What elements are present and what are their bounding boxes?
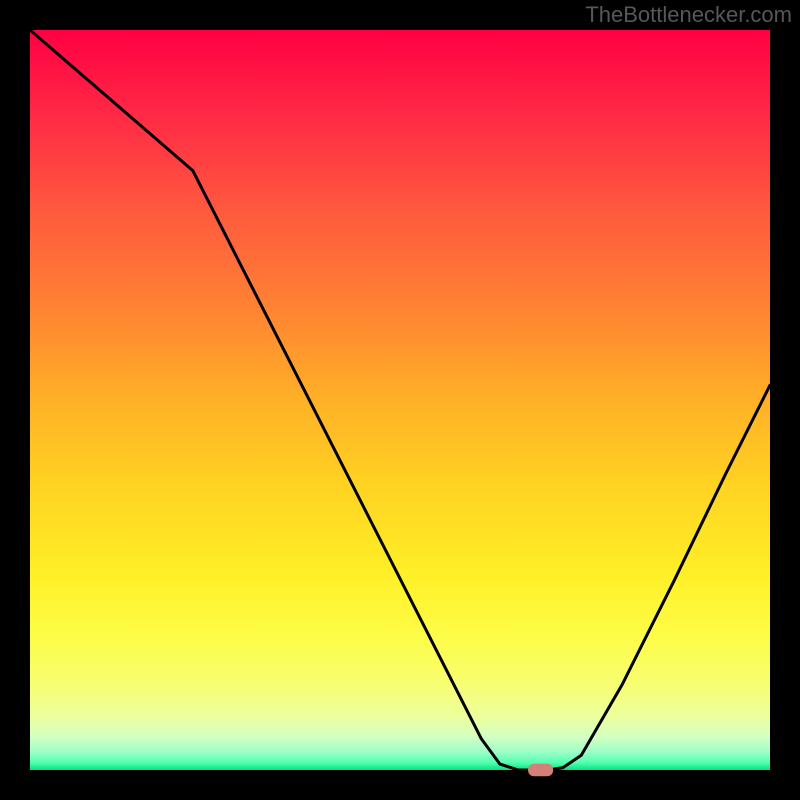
bottleneck-chart xyxy=(0,0,800,800)
watermark-text: TheBottlenecker.com xyxy=(585,2,792,28)
chart-marker xyxy=(528,764,553,777)
chart-wrapper: TheBottlenecker.com xyxy=(0,0,800,800)
chart-background xyxy=(30,30,770,770)
